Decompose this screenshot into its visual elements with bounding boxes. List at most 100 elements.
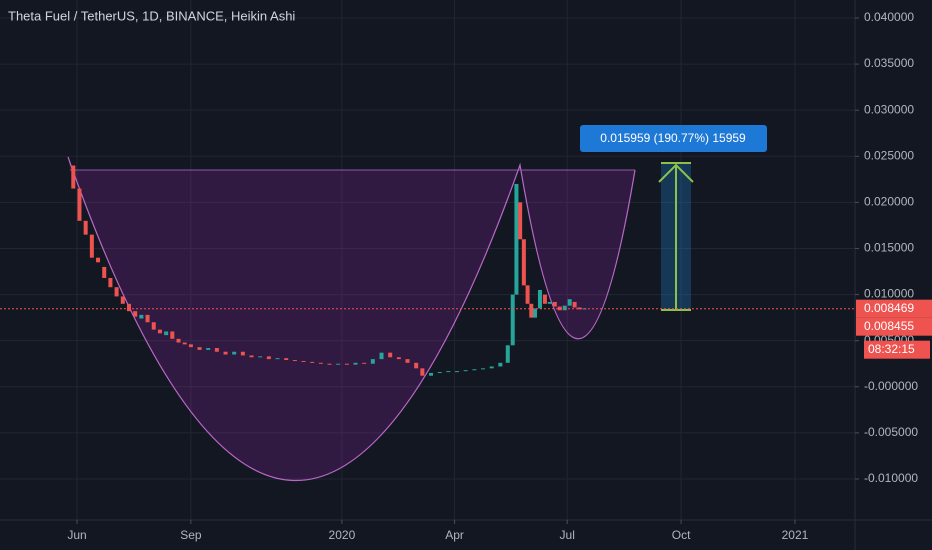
x-tick-label: 2020 [329, 528, 356, 542]
candle-body [176, 338, 181, 343]
candle-body [557, 306, 562, 311]
y-tick-label: 0.035000 [864, 56, 914, 70]
candle-body [525, 285, 530, 304]
candle-body [164, 331, 169, 336]
candle-body [567, 299, 572, 306]
chart-title: Theta Fuel / TetherUS, 1D, BINANCE, Heik… [8, 8, 295, 23]
x-tick-label: Sep [180, 528, 202, 542]
y-tick-label: -0.005000 [864, 425, 918, 439]
candle-body [542, 294, 547, 304]
candle-body [266, 356, 271, 360]
candle-body [83, 220, 88, 235]
x-tick-label: Apr [445, 528, 464, 542]
candle-body [562, 305, 567, 311]
y-tick-label: 0.030000 [864, 102, 914, 116]
candle-body [240, 351, 245, 356]
candle-body [182, 342, 187, 345]
candle-body [108, 277, 113, 288]
grid [0, 0, 855, 520]
candle-body [362, 362, 367, 364]
candle-body [472, 369, 477, 371]
measure-label: 0.015959 (190.77%) 15959 [600, 131, 746, 145]
candle-body [96, 257, 101, 263]
candle-body [533, 308, 538, 318]
candle-body [71, 165, 76, 189]
candle-body [388, 352, 393, 358]
measure-arrow-head [658, 163, 694, 183]
y-tick-label: -0.010000 [864, 471, 918, 485]
last-price-label: 0.008469 [864, 301, 914, 315]
candle-body [151, 322, 156, 330]
candle-body [223, 351, 228, 355]
candle-body [396, 357, 401, 360]
countdown-label: 08:32:15 [868, 342, 915, 356]
x-tick-label: Oct [672, 528, 691, 542]
cup-and-handle-drawing [67, 156, 636, 481]
candle-body [336, 363, 341, 365]
candle-body [429, 372, 434, 376]
candle-body [379, 352, 384, 360]
candle-body [327, 363, 332, 365]
last-price-box [856, 299, 932, 318]
candle-body [126, 303, 131, 312]
candle-body [552, 301, 557, 307]
candle-body [414, 362, 419, 369]
candle-body [206, 348, 211, 350]
candle-body [157, 329, 162, 334]
candle-body [437, 372, 442, 374]
candle-body [102, 266, 107, 278]
candle-body [284, 358, 289, 361]
candle-body [344, 363, 349, 365]
candle-body [232, 351, 237, 355]
y-tick-label: 0.025000 [864, 148, 914, 162]
candle-body [455, 371, 460, 373]
candle-body [301, 360, 306, 362]
x-tick-label: 2021 [782, 528, 809, 542]
candle-body [514, 183, 519, 295]
candle-body [77, 188, 82, 221]
candle-body [577, 307, 582, 310]
bid-price-box [856, 317, 932, 336]
candle-body [572, 301, 577, 308]
axes: 0.040000 0.035000 0.030000 0.025000 0.020000… [67, 10, 918, 542]
candle-body [370, 359, 375, 364]
candle-body [258, 356, 263, 358]
candle-body [139, 314, 144, 319]
candle-body [420, 368, 425, 376]
candle-body [510, 294, 515, 346]
candle-body [197, 347, 202, 350]
candle-body [188, 344, 193, 348]
cup-curve [67, 156, 636, 481]
y-tick-label: 0.040000 [864, 10, 914, 24]
candle-body [405, 359, 410, 363]
candle-body [114, 287, 119, 297]
candle-body [353, 362, 358, 365]
x-tick-label: Jul [560, 528, 575, 542]
candle-body [214, 348, 219, 352]
candle-body [275, 358, 280, 360]
candle-body [498, 362, 503, 367]
cup-fill [68, 157, 635, 481]
candle-body [133, 311, 138, 317]
countdown-box [864, 340, 930, 359]
candle-body [481, 368, 486, 370]
candle-body [518, 202, 523, 240]
y-tick-label: 0.015000 [864, 241, 914, 255]
y-tick-label: 0.020000 [864, 195, 914, 209]
y-tick-label: -0.000000 [864, 379, 918, 393]
candle-body [505, 345, 510, 363]
candle-body [446, 371, 451, 373]
candle-body [89, 234, 94, 258]
candle-body [463, 370, 468, 372]
x-tick-label: Jun [67, 528, 86, 542]
candle-body [145, 314, 150, 323]
candle-body [537, 289, 542, 309]
candle-body [318, 362, 323, 364]
candle-body [170, 331, 175, 339]
candle-body [249, 355, 254, 358]
candles [71, 165, 587, 376]
candle-body [292, 360, 297, 362]
measure-label-box [580, 125, 767, 152]
